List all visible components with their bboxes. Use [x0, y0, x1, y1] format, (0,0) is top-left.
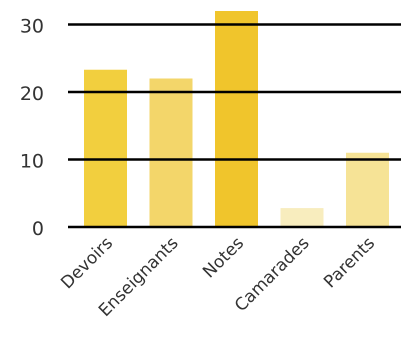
bars — [84, 11, 389, 227]
bar-camarades — [280, 208, 324, 227]
bar-enseignants — [149, 78, 193, 227]
y-tick-label-0: 0 — [32, 218, 44, 240]
x-tick-label-notes: Notes — [199, 233, 248, 282]
bar-parents — [346, 152, 389, 227]
bar-devoirs — [84, 69, 127, 227]
y-tick-label-30: 30 — [20, 16, 44, 38]
bar-notes — [215, 11, 258, 227]
x-tick-label-parents: Parents — [320, 233, 379, 292]
y-tick-labels: 0 10 20 30 — [20, 16, 44, 241]
gridlines — [68, 23, 401, 229]
y-tick-label-10: 10 — [20, 151, 44, 173]
x-tick-label-devoirs: Devoirs — [57, 233, 117, 293]
y-tick-label-20: 20 — [20, 83, 44, 105]
